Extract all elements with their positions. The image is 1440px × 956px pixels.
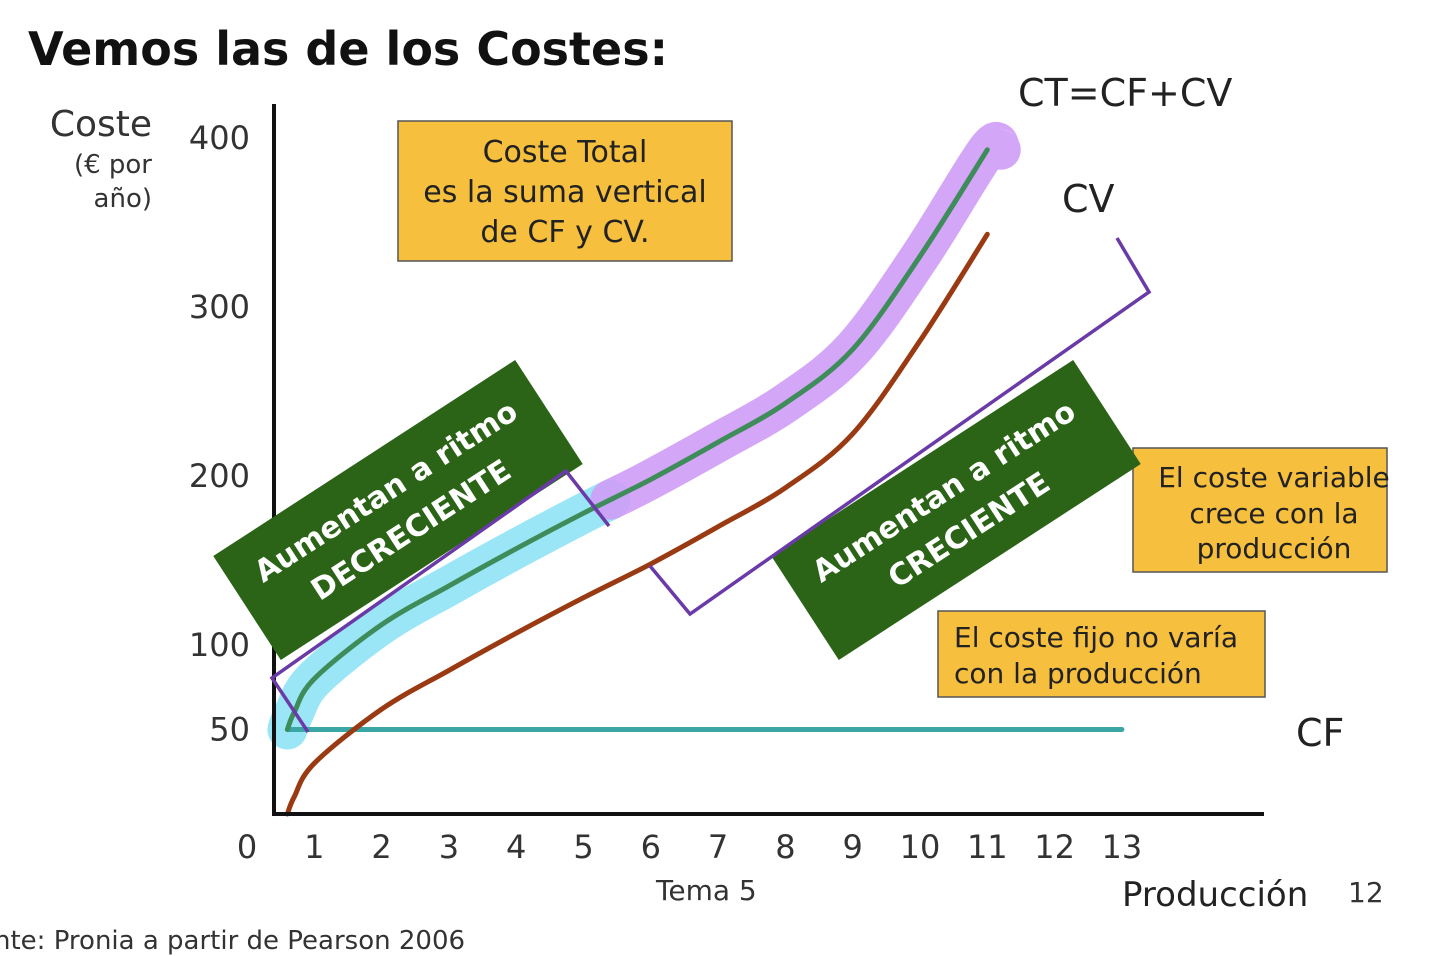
decreasing-bracket xyxy=(269,468,611,733)
total-cost-line1: Coste Total xyxy=(483,135,648,170)
fixed-cost-box-bg xyxy=(937,610,1266,698)
variable-cost-line1: El coste variable xyxy=(1158,461,1390,494)
y-axis-unit-line1: (€ por xyxy=(73,150,152,180)
x-tick-label: 6 xyxy=(641,828,661,866)
x-tick-label: 7 xyxy=(708,828,728,866)
y-axis-unit-line2: año) xyxy=(93,184,152,214)
increasing-bracket xyxy=(648,237,1152,617)
increasing-rate-banner-bg xyxy=(771,359,1141,661)
x-tick-label: 9 xyxy=(843,828,863,866)
ct-line xyxy=(284,147,990,732)
fixed-cost-line1: El coste fijo no varía xyxy=(954,621,1238,654)
slide-title: Vemos las de los Costes: xyxy=(28,22,669,76)
x-tick-label: 11 xyxy=(967,828,1008,866)
x-axis-label: Producción xyxy=(1122,875,1308,915)
cv-line xyxy=(284,231,990,817)
cf-curve-label: CF xyxy=(1296,711,1344,755)
cv-curve-label: CV xyxy=(1062,177,1115,221)
decreasing-rate-banner-bg xyxy=(213,359,583,661)
fixed-cost-line2: con la producción xyxy=(954,657,1202,690)
x-tick-label: 13 xyxy=(1102,828,1143,866)
source-note: nte: Pronia a partir de Pearson 2006 xyxy=(0,926,466,956)
footer-slide-label: Tema 5 xyxy=(656,874,757,907)
x-tick-label: 4 xyxy=(506,828,526,866)
page-number: 12 xyxy=(1348,876,1384,909)
ct-curve-label: CT=CF+CV xyxy=(1018,71,1232,115)
y-tick-label: 100 xyxy=(189,626,250,664)
x-tick-label: 2 xyxy=(371,828,391,866)
x-tick-label: 5 xyxy=(573,828,593,866)
variable-cost-line2: crece con la xyxy=(1189,497,1358,530)
y-tick-label: 300 xyxy=(189,288,250,326)
total-cost-box-bg xyxy=(397,120,733,262)
variable-cost-box: El coste variable crece con la producció… xyxy=(1132,447,1390,573)
variable-cost-box-bg xyxy=(1132,447,1388,573)
variable-cost-line3: producción xyxy=(1197,532,1352,565)
y-tick-label: 50 xyxy=(209,711,250,749)
x-tick-label: 0 xyxy=(237,828,257,866)
x-tick-label: 3 xyxy=(439,828,459,866)
y-axis-label: Coste xyxy=(49,104,152,145)
y-tick-label: 400 xyxy=(189,119,250,157)
x-tick-label: 10 xyxy=(900,828,941,866)
total-cost-line3: de CF y CV. xyxy=(480,215,649,250)
total-cost-box: Coste Total es la suma vertical de CF y … xyxy=(397,120,733,262)
y-tick-label: 200 xyxy=(189,457,250,495)
total-cost-line2: es la suma vertical xyxy=(423,175,707,210)
x-tick-label: 8 xyxy=(775,828,795,866)
fixed-cost-box: El coste fijo no varía con la producción xyxy=(937,610,1266,698)
x-tick-label: 12 xyxy=(1034,828,1075,866)
x-tick-label: 1 xyxy=(304,828,324,866)
